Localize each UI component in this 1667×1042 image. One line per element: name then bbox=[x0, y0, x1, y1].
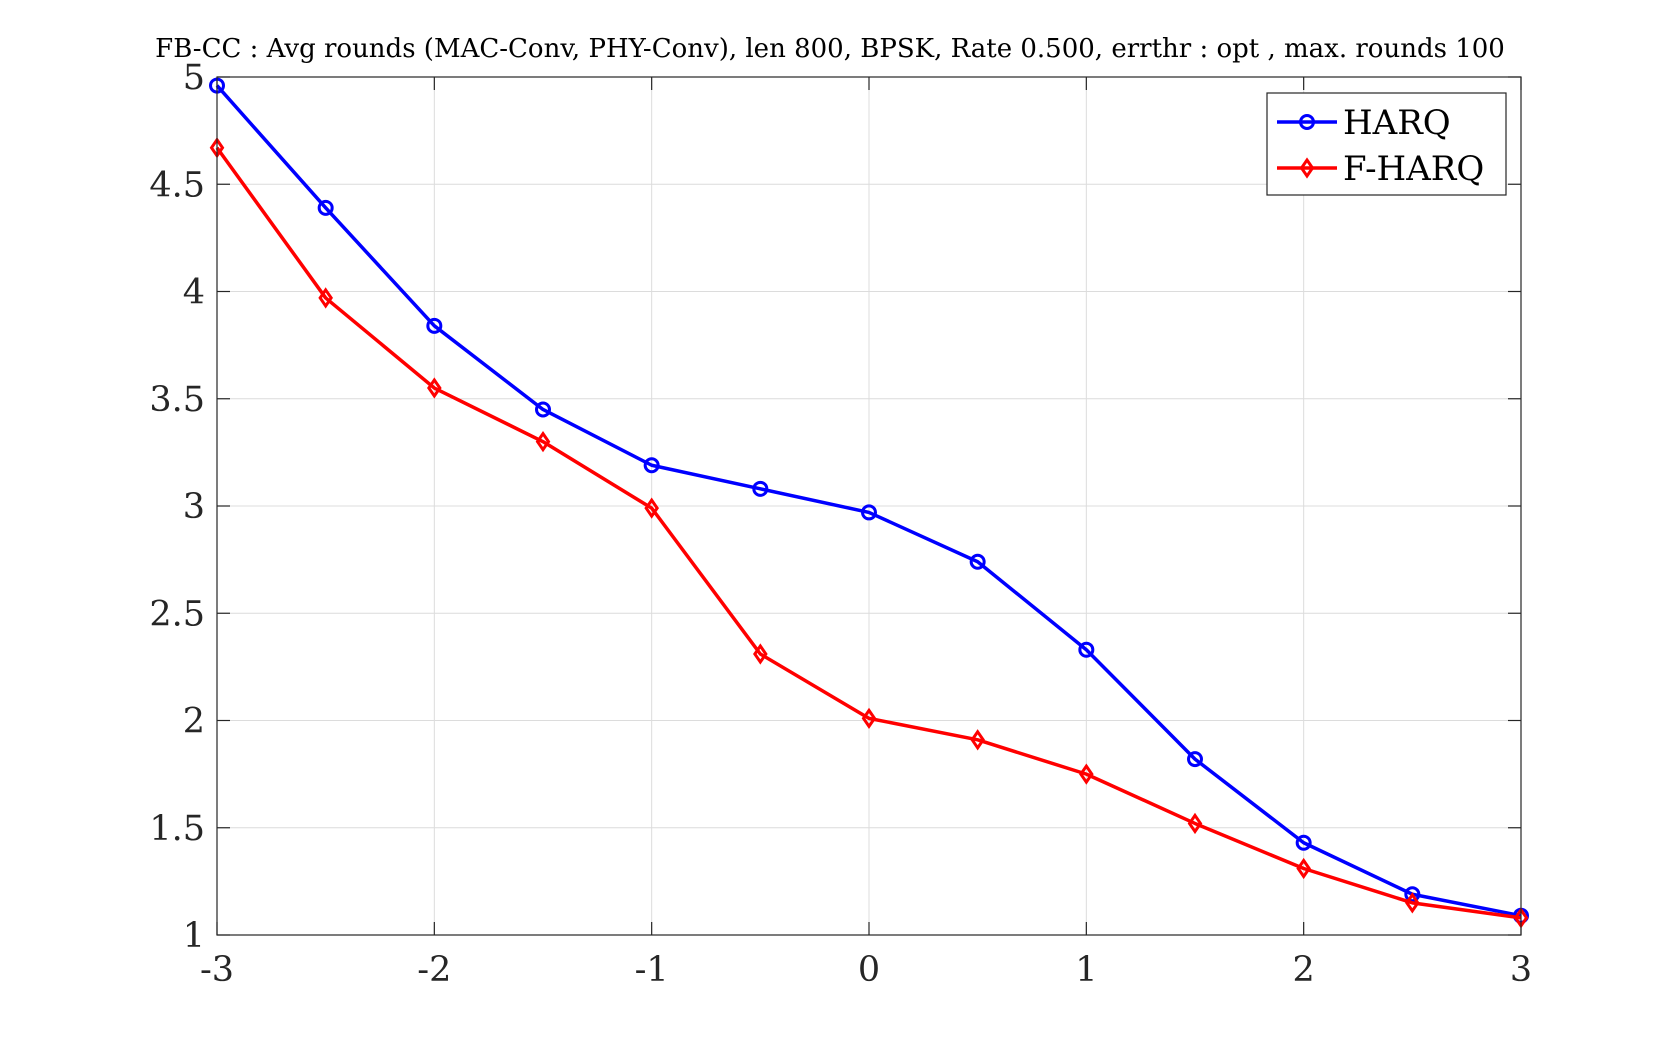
x-tick-label: -1 bbox=[635, 950, 669, 990]
series-line bbox=[215, 146, 1522, 920]
legend-label: F-HARQ bbox=[1343, 149, 1484, 189]
legend: HARQ F-HARQ bbox=[1266, 92, 1507, 196]
chart-title: FB-CC : Avg rounds (MAC-Conv, PHY-Conv),… bbox=[155, 34, 1505, 64]
data-point bbox=[753, 643, 768, 665]
data-point bbox=[970, 729, 985, 751]
series-line bbox=[215, 84, 1522, 918]
legend-label: HARQ bbox=[1343, 103, 1451, 143]
data-point bbox=[1187, 751, 1203, 768]
x-tick-label: 3 bbox=[1510, 950, 1532, 990]
legend-marker bbox=[1299, 157, 1315, 179]
x-tick-label: -2 bbox=[417, 950, 451, 990]
data-point bbox=[1078, 641, 1095, 658]
data-point bbox=[1404, 886, 1421, 903]
data-point bbox=[752, 480, 769, 497]
data-point bbox=[644, 497, 659, 519]
x-tick-label: 0 bbox=[858, 950, 880, 990]
y-tick-label: 3 bbox=[183, 487, 205, 527]
series-lines bbox=[209, 77, 1529, 929]
legend-entry: F-HARQ bbox=[1277, 149, 1484, 189]
plot-area-border bbox=[216, 76, 1522, 936]
y-tick-label: 4 bbox=[183, 273, 205, 313]
data-point bbox=[1296, 857, 1311, 880]
series-f-harq bbox=[209, 137, 1529, 929]
y-tick-label: 5 bbox=[183, 58, 205, 98]
legend-marker bbox=[1299, 114, 1315, 130]
data-point bbox=[643, 457, 660, 474]
data-point bbox=[1405, 892, 1420, 914]
data-point bbox=[427, 377, 442, 399]
series-harq bbox=[209, 77, 1529, 924]
data-point bbox=[1295, 834, 1312, 851]
y-tick-label: 4.5 bbox=[149, 165, 205, 205]
data-point bbox=[426, 317, 443, 334]
y-tick-labels: 1 1.5 2 2.5 3 3.5 4 4.5 5 bbox=[149, 58, 205, 956]
data-point bbox=[969, 553, 986, 570]
y-tick-label: 3.5 bbox=[149, 380, 205, 420]
data-point bbox=[317, 199, 334, 216]
data-point bbox=[1079, 763, 1094, 785]
y-tick-label: 2.5 bbox=[149, 594, 205, 634]
data-point bbox=[861, 504, 877, 521]
x-tick-label: 2 bbox=[1293, 950, 1315, 990]
x-tick-label: 1 bbox=[1075, 950, 1097, 990]
x-tick-label: -3 bbox=[200, 950, 234, 990]
legend-entry: HARQ bbox=[1277, 103, 1451, 143]
data-point bbox=[535, 401, 551, 418]
data-point bbox=[535, 431, 551, 453]
data-point bbox=[861, 707, 877, 730]
y-tick-label: 2 bbox=[183, 702, 205, 742]
data-point bbox=[318, 287, 333, 309]
y-tick-label: 1.5 bbox=[149, 809, 205, 849]
x-tick-labels: -3 -2 -1 0 1 2 3 bbox=[200, 950, 1532, 990]
y-tick-label: 1 bbox=[183, 916, 205, 956]
data-point bbox=[1187, 812, 1203, 835]
